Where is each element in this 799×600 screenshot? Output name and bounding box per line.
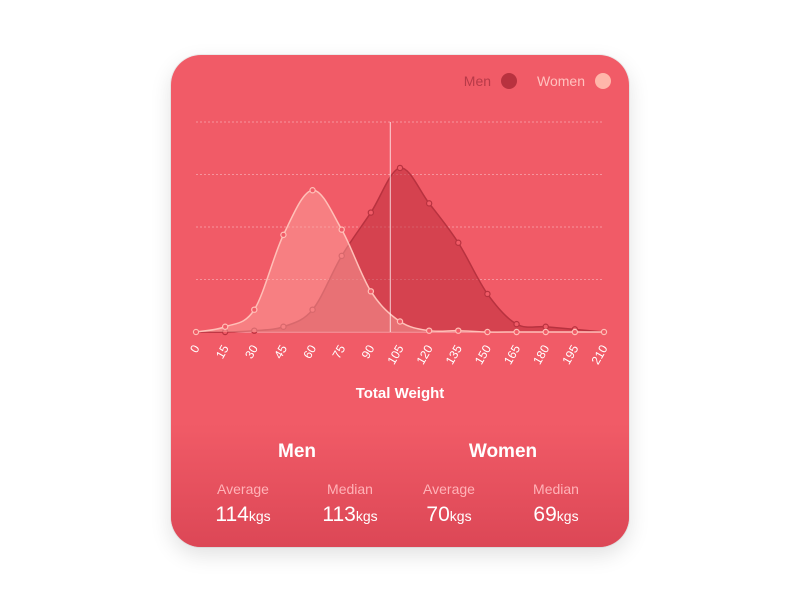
women-average-number: 70 [426,503,450,526]
women-point-165 [513,328,520,336]
women-point-45 [280,231,287,239]
men-average-number: 114 [215,503,249,526]
women-median-value: 69kgs [501,503,611,527]
women-stats-title: Women [468,441,538,462]
men-point-75 [338,252,345,260]
men-area [196,167,604,333]
men-median-unit: kgs [355,508,378,524]
men-median-number: 113 [322,503,356,526]
x-tick-label-30: 30 [242,342,261,361]
women-point-120 [425,327,433,334]
legend-dot-women-icon [595,73,611,89]
stats-panel: Men Women Average 114kgs Median 113kgs A… [171,423,629,547]
women-point-210 [600,328,608,336]
men-point-120 [425,200,433,207]
women-median-unit: kgs [556,508,579,524]
x-tick-label-150: 150 [472,342,494,367]
men-point-105 [396,164,404,172]
legend-dot-men-icon [501,73,518,89]
x-tick-label-105: 105 [384,342,406,367]
men-point-180 [542,323,549,330]
x-tick-label-135: 135 [443,342,465,367]
x-tick-label-0: 0 [187,342,203,355]
legend-label-women: Women [537,73,585,89]
x-tick-label-75: 75 [330,342,349,361]
women-area [196,190,604,333]
women-point-195 [571,328,579,336]
x-tick-label-180: 180 [530,342,552,367]
x-tick-label-90: 90 [359,342,378,361]
women-point-15 [221,323,229,330]
women-point-105 [396,318,404,325]
legend-label-men: Men [463,73,492,89]
women-point-30 [251,306,258,313]
women-average-label: Average [423,481,475,497]
women-median-label: Median [533,481,579,497]
men-average-unit: kgs [248,508,271,524]
legend-item-men[interactable]: Men [463,73,518,89]
men-point-30 [251,327,258,334]
women-average-unit: kgs [449,508,472,524]
women-point-180 [542,328,549,336]
x-tick-label-45: 45 [271,342,290,361]
women-point-150 [484,328,491,336]
men-average-label: Average [217,481,269,497]
men-point-135 [455,239,462,246]
x-tick-label-120: 120 [414,342,436,367]
men-stats-title: Men [278,441,316,462]
men-median-label: Median [327,481,373,497]
women-point-90 [367,288,375,295]
men-point-150 [484,290,491,298]
men-average-value: 114kgs [188,503,298,527]
men-point-60 [309,306,316,313]
x-tick-label-60: 60 [300,342,319,361]
x-tick-label-210: 210 [588,342,610,367]
women-point-75 [338,226,345,233]
x-axis-label: Total Weight [355,385,445,402]
x-tick-label-195: 195 [559,342,581,367]
x-tick-label-165: 165 [501,342,523,367]
weight-distribution-chart: 0 15 30 45 60 75 90 105 120 135 150 165 180 195 210 [187,121,611,367]
women-point-135 [455,327,462,334]
legend-item-women[interactable]: Women [537,73,611,89]
women-median-number: 69 [533,503,557,526]
women-average-value: 70kgs [394,503,504,527]
chart-legend: Men Women [464,73,611,89]
x-tick-label-15: 15 [213,342,232,361]
men-median-value: 113kgs [295,503,405,527]
women-point-60 [309,187,316,194]
weight-distribution-card: 0 15 30 45 60 75 90 105 120 135 150 165 180 195 210 Me… [171,55,629,547]
men-point-165 [513,320,520,328]
men-point-90 [367,209,375,216]
women-point-0 [192,328,200,336]
men-point-45 [280,323,287,330]
